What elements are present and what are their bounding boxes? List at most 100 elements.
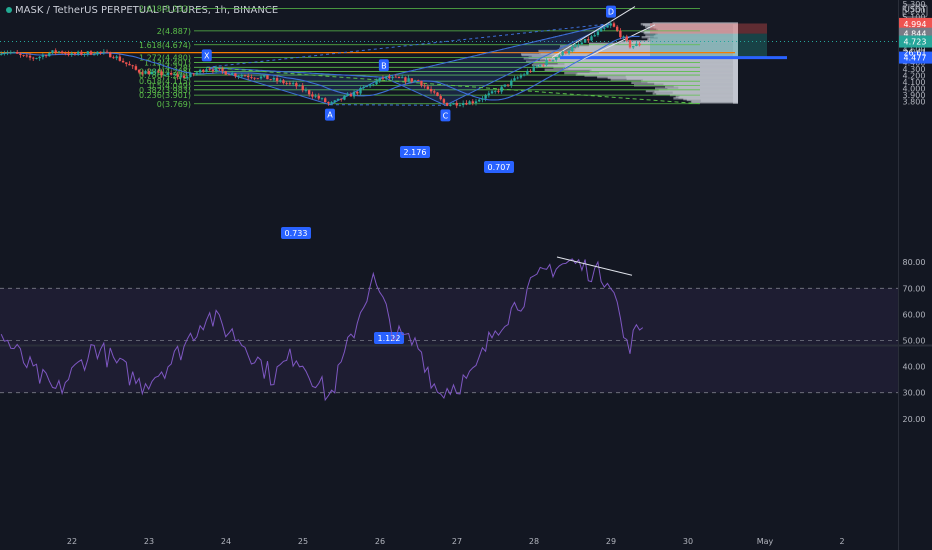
candle (166, 72, 170, 75)
candle (192, 73, 195, 75)
candle (603, 27, 606, 29)
candle (314, 95, 317, 97)
rsi-line (0, 258, 644, 402)
candle (401, 77, 404, 79)
candle (343, 95, 346, 100)
market-status-dot (6, 7, 12, 13)
candle (240, 75, 243, 77)
candle (538, 64, 542, 67)
candle (243, 75, 247, 77)
candle (237, 76, 240, 77)
candle (324, 98, 327, 103)
pattern-point-label: B (381, 61, 387, 70)
candle (291, 83, 295, 84)
candle (378, 77, 381, 81)
candle (481, 98, 484, 100)
candle (80, 51, 83, 55)
pattern-point-label: C (443, 111, 449, 120)
candle (9, 52, 12, 54)
candle (64, 52, 67, 54)
pattern-ratio-box (484, 161, 514, 173)
candle (189, 73, 192, 77)
candle (593, 35, 596, 37)
candle (67, 53, 70, 55)
candle (516, 77, 519, 79)
candle (494, 91, 497, 92)
candle (121, 60, 125, 63)
pattern-ratio-label: 0.733 (285, 229, 308, 238)
candle (384, 76, 388, 79)
pattern-ratio-label: 1.122 (378, 334, 401, 343)
candle (256, 78, 260, 80)
candle (198, 69, 202, 73)
candle (352, 91, 356, 97)
time-tick-label: 28 (529, 537, 539, 546)
candle (38, 56, 41, 59)
candle (410, 78, 414, 82)
candle (394, 76, 397, 78)
candle (147, 71, 150, 75)
candle (381, 77, 385, 79)
chart-title: MASK / TetherUS PERPETUAL FUTURES, 1h, B… (6, 5, 278, 16)
trend-line (206, 66, 701, 105)
candle (426, 86, 430, 89)
pattern-point-box (201, 49, 212, 62)
rsi-tick-label: 20.00 (903, 415, 926, 424)
price-tick-label: 4.200 (903, 72, 926, 81)
candle (452, 102, 455, 105)
candle (349, 94, 353, 97)
candle (632, 46, 635, 48)
candle (545, 59, 548, 66)
candle (96, 51, 99, 55)
price-tick-label: 3.800 (903, 98, 926, 107)
candle (458, 105, 462, 106)
candle (153, 71, 157, 73)
candle (137, 69, 141, 73)
candle (522, 74, 526, 76)
candle (615, 26, 619, 31)
price-tick-label: 3.900 (903, 91, 926, 100)
candle (131, 65, 134, 67)
candles (0, 20, 641, 109)
candle (282, 80, 285, 84)
candle (561, 51, 564, 56)
fib-label: 1.272(4.480) (139, 53, 191, 62)
candle (311, 94, 314, 97)
candle (513, 78, 516, 81)
candle (19, 53, 22, 56)
stop-loss-zone (650, 23, 767, 34)
candle (606, 25, 609, 28)
price-tick-label: 4.600 (903, 46, 926, 55)
candle (320, 98, 324, 100)
time-tick-label: 30 (683, 537, 693, 546)
price-tick-label: 5.100 (903, 13, 926, 22)
candle (500, 86, 503, 92)
pattern-ratio-label: 0.707 (488, 163, 511, 172)
candle (144, 71, 147, 74)
candle (176, 74, 179, 77)
time-tick-label: 24 (221, 537, 231, 546)
candle (32, 57, 35, 59)
candle (590, 36, 593, 41)
candle (182, 75, 186, 78)
candle (275, 78, 279, 82)
candle (22, 55, 25, 56)
candle (487, 93, 491, 96)
candle (221, 68, 224, 72)
candle (510, 80, 513, 86)
candle (35, 58, 38, 59)
candle (83, 54, 86, 55)
candle (247, 76, 250, 78)
price-label-box (899, 35, 932, 48)
candle (41, 55, 45, 57)
candle (327, 102, 330, 104)
pattern-point-label: X (204, 51, 210, 60)
candle (93, 54, 96, 56)
candle (555, 57, 558, 60)
rsi-tick-label: 30.00 (903, 389, 926, 398)
rsi-tick-label: 80.00 (903, 258, 926, 267)
candle (599, 28, 603, 32)
candle (250, 77, 253, 78)
candle (186, 76, 189, 78)
